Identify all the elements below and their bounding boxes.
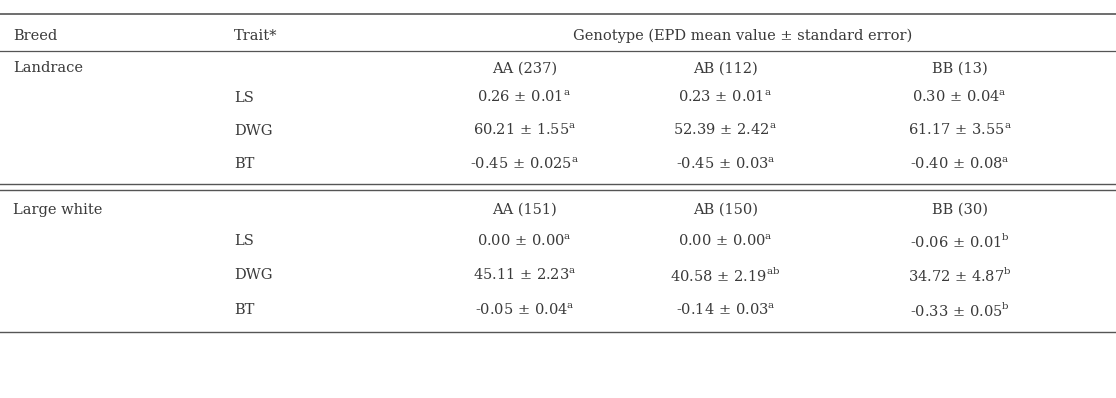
Text: 0.30 ± 0.04$^{\mathregular{a}}$: 0.30 ± 0.04$^{\mathregular{a}}$ bbox=[913, 90, 1007, 105]
Text: 34.72 ± 4.87$^{\mathregular{b}}$: 34.72 ± 4.87$^{\mathregular{b}}$ bbox=[908, 265, 1011, 284]
Text: 0.26 ± 0.01$^{\mathregular{a}}$: 0.26 ± 0.01$^{\mathregular{a}}$ bbox=[478, 90, 571, 105]
Text: Breed: Breed bbox=[13, 29, 58, 43]
Text: -0.06 ± 0.01$^{\mathregular{b}}$: -0.06 ± 0.01$^{\mathregular{b}}$ bbox=[910, 232, 1010, 250]
Text: Trait*: Trait* bbox=[234, 29, 278, 43]
Text: 0.00 ± 0.00$^{\mathregular{a}}$: 0.00 ± 0.00$^{\mathregular{a}}$ bbox=[679, 233, 772, 249]
Text: LS: LS bbox=[234, 234, 254, 248]
Text: 61.17 ± 3.55$^{\mathregular{a}}$: 61.17 ± 3.55$^{\mathregular{a}}$ bbox=[907, 123, 1012, 139]
Text: 45.11 ± 2.23$^{\mathregular{a}}$: 45.11 ± 2.23$^{\mathregular{a}}$ bbox=[473, 267, 576, 283]
Text: -0.45 ± 0.025$^{\mathregular{a}}$: -0.45 ± 0.025$^{\mathregular{a}}$ bbox=[470, 156, 579, 172]
Text: Landrace: Landrace bbox=[13, 61, 84, 76]
Text: AB (150): AB (150) bbox=[693, 203, 758, 217]
Text: AB (112): AB (112) bbox=[693, 61, 758, 76]
Text: 40.58 ± 2.19$^{\mathregular{ab}}$: 40.58 ± 2.19$^{\mathregular{ab}}$ bbox=[671, 265, 780, 284]
Text: BB (30): BB (30) bbox=[932, 203, 988, 217]
Text: -0.05 ± 0.04$^{\mathregular{a}}$: -0.05 ± 0.04$^{\mathregular{a}}$ bbox=[474, 302, 575, 318]
Text: DWG: DWG bbox=[234, 123, 272, 138]
Text: 0.23 ± 0.01$^{\mathregular{a}}$: 0.23 ± 0.01$^{\mathregular{a}}$ bbox=[679, 90, 772, 105]
Text: Genotype (EPD mean value ± standard error): Genotype (EPD mean value ± standard erro… bbox=[573, 29, 912, 43]
Text: -0.33 ± 0.05$^{\mathregular{b}}$: -0.33 ± 0.05$^{\mathregular{b}}$ bbox=[910, 300, 1010, 319]
Text: 60.21 ± 1.55$^{\mathregular{a}}$: 60.21 ± 1.55$^{\mathregular{a}}$ bbox=[473, 123, 576, 139]
Text: -0.45 ± 0.03$^{\mathregular{a}}$: -0.45 ± 0.03$^{\mathregular{a}}$ bbox=[675, 156, 776, 172]
Text: -0.40 ± 0.08$^{\mathregular{a}}$: -0.40 ± 0.08$^{\mathregular{a}}$ bbox=[910, 156, 1010, 172]
Text: BT: BT bbox=[234, 157, 254, 171]
Text: 0.00 ± 0.00$^{\mathregular{a}}$: 0.00 ± 0.00$^{\mathregular{a}}$ bbox=[478, 233, 571, 249]
Text: -0.14 ± 0.03$^{\mathregular{a}}$: -0.14 ± 0.03$^{\mathregular{a}}$ bbox=[675, 302, 776, 318]
Text: Large white: Large white bbox=[13, 203, 103, 217]
Text: BT: BT bbox=[234, 302, 254, 317]
Text: BB (13): BB (13) bbox=[932, 61, 988, 76]
Text: 52.39 ± 2.42$^{\mathregular{a}}$: 52.39 ± 2.42$^{\mathregular{a}}$ bbox=[673, 123, 778, 139]
Text: AA (151): AA (151) bbox=[492, 203, 557, 217]
Text: AA (237): AA (237) bbox=[492, 61, 557, 76]
Text: LS: LS bbox=[234, 90, 254, 105]
Text: DWG: DWG bbox=[234, 267, 272, 282]
